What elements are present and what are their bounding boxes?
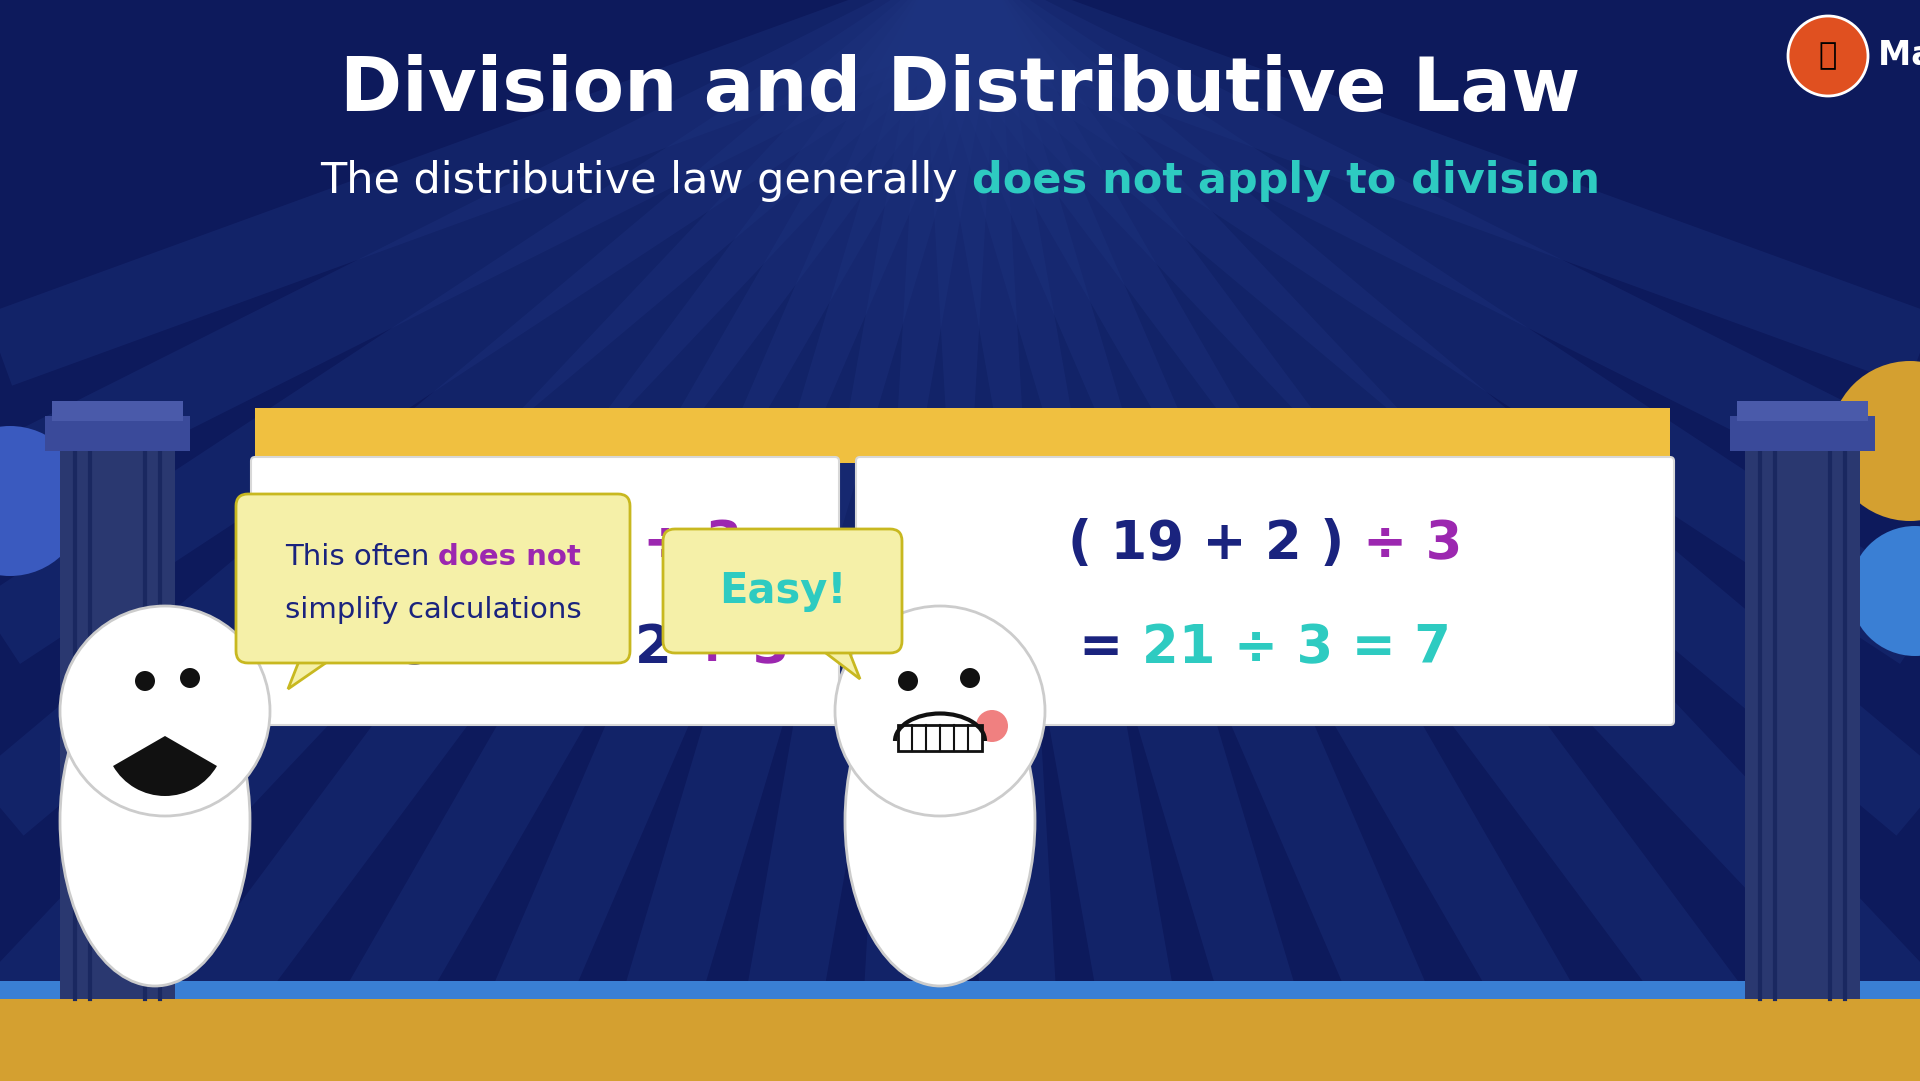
Text: simplify calculations: simplify calculations (284, 597, 582, 625)
Text: Easy!: Easy! (718, 570, 847, 612)
Text: ÷ 3: ÷ 3 (1363, 518, 1461, 570)
Text: = 19: = 19 (300, 623, 455, 675)
Polygon shape (810, 641, 860, 679)
Text: 🐯: 🐯 (1818, 41, 1837, 70)
Text: The distributive law generally: The distributive law generally (321, 160, 972, 202)
FancyBboxPatch shape (1745, 441, 1860, 999)
Text: =: = (1079, 623, 1142, 675)
Circle shape (835, 606, 1044, 816)
Text: does not apply to division: does not apply to division (972, 160, 1599, 202)
Text: This often: This often (284, 543, 438, 571)
FancyBboxPatch shape (0, 996, 1920, 1081)
FancyBboxPatch shape (60, 441, 175, 999)
FancyBboxPatch shape (0, 980, 1920, 999)
Text: 21 ÷ 3 = 7: 21 ÷ 3 = 7 (1142, 623, 1452, 675)
Circle shape (60, 606, 271, 816)
Circle shape (0, 426, 84, 576)
Circle shape (960, 668, 979, 688)
Text: ( 19 + 2 ): ( 19 + 2 ) (1068, 518, 1363, 570)
Circle shape (1830, 361, 1920, 521)
Wedge shape (113, 736, 217, 796)
Text: does not: does not (438, 543, 582, 571)
FancyBboxPatch shape (252, 457, 839, 725)
FancyBboxPatch shape (899, 725, 981, 751)
FancyBboxPatch shape (662, 529, 902, 653)
Text: ( 19 + 2 ): ( 19 + 2 ) (348, 518, 643, 570)
FancyBboxPatch shape (1730, 416, 1876, 451)
FancyBboxPatch shape (236, 494, 630, 663)
Circle shape (180, 668, 200, 688)
FancyBboxPatch shape (52, 401, 182, 421)
Text: Maths Angel: Maths Angel (1878, 40, 1920, 72)
FancyBboxPatch shape (44, 416, 190, 451)
Text: ÷ 3: ÷ 3 (643, 518, 741, 570)
FancyBboxPatch shape (856, 457, 1674, 725)
Text: ÷ 3: ÷ 3 (691, 623, 789, 675)
Circle shape (1788, 16, 1868, 96)
Polygon shape (288, 651, 344, 689)
Text: + 2: + 2 (555, 623, 691, 675)
Text: Division and Distributive Law: Division and Distributive Law (340, 54, 1580, 128)
Circle shape (899, 671, 918, 691)
FancyBboxPatch shape (1738, 401, 1868, 421)
FancyBboxPatch shape (255, 408, 1670, 463)
Ellipse shape (60, 656, 250, 986)
Text: ÷ 3: ÷ 3 (455, 623, 555, 675)
Circle shape (1851, 526, 1920, 656)
Ellipse shape (845, 656, 1035, 986)
Circle shape (134, 671, 156, 691)
Circle shape (975, 710, 1008, 742)
